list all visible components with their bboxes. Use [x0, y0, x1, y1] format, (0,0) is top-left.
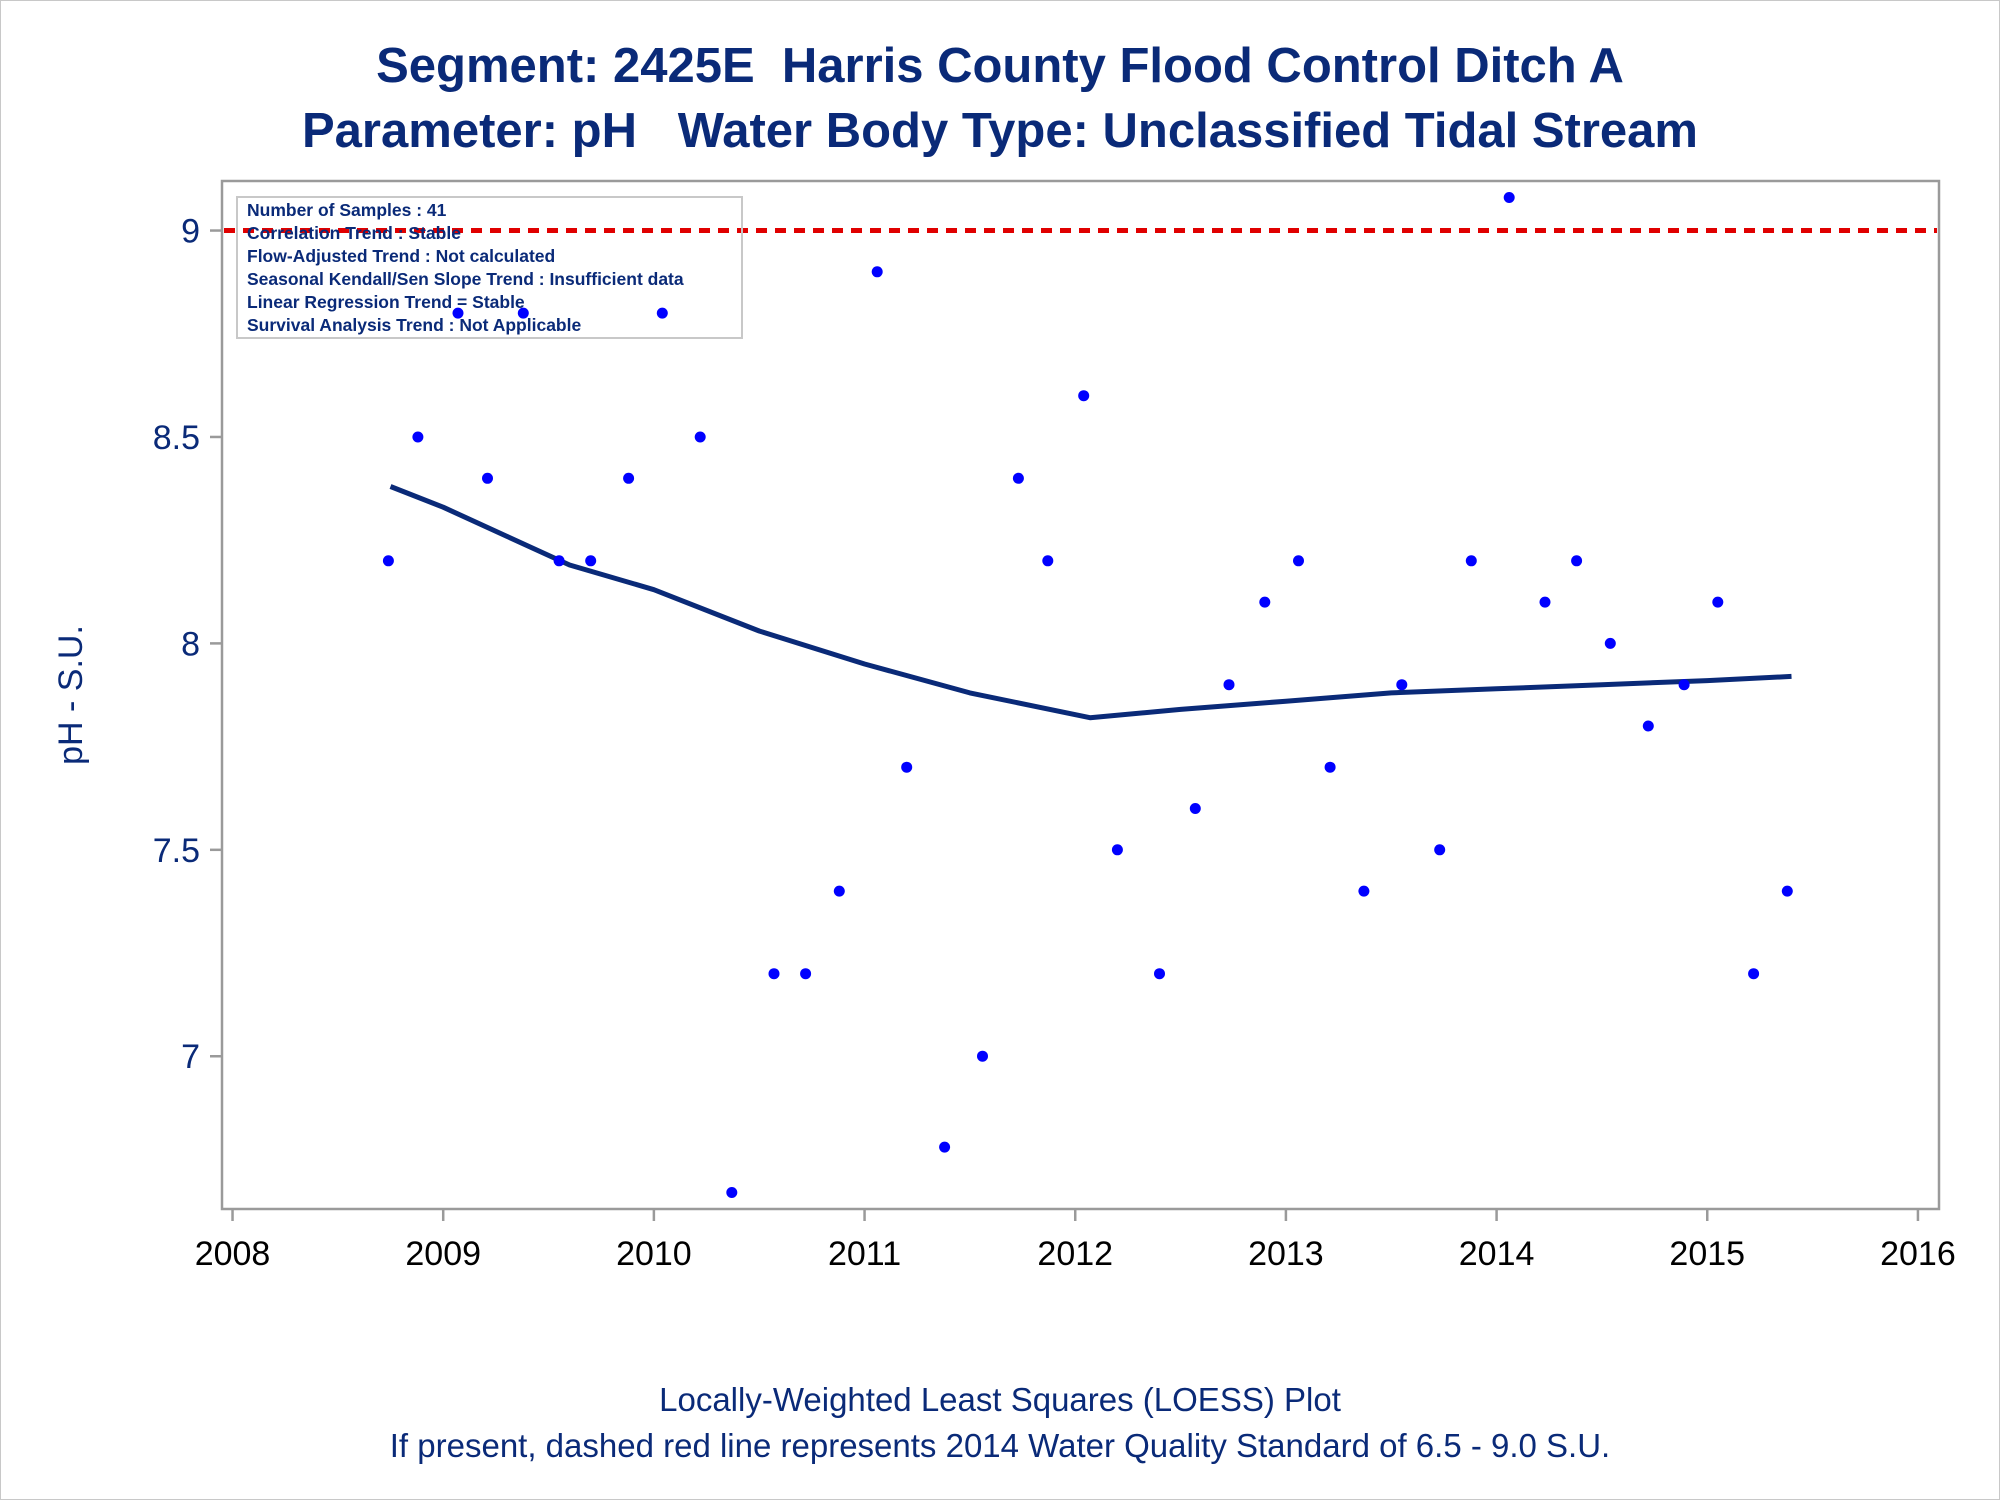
data-points: [382, 192, 1793, 1198]
data-point: [901, 761, 913, 773]
plot-area: [220, 179, 1941, 1211]
info-line: Survival Analysis Trend : Not Applicable: [247, 315, 581, 335]
x-tick-label: 2016: [1880, 1235, 1956, 1273]
data-point: [623, 472, 635, 484]
data-point: [1078, 390, 1090, 402]
data-point: [1712, 596, 1724, 608]
data-point: [694, 431, 706, 443]
footnote-line-2: If present, dashed red line represents 2…: [389, 1427, 1611, 1464]
data-point: [1434, 844, 1446, 856]
y-axis-label: pH - S.U.: [52, 625, 90, 765]
data-point: [977, 1050, 988, 1062]
data-point: [1604, 637, 1616, 649]
data-point: [382, 555, 394, 567]
x-tick-label: 2014: [1459, 1235, 1535, 1273]
loess-line: [389, 484, 1792, 721]
data-point: [1781, 885, 1793, 897]
x-tick-label: 2008: [195, 1235, 271, 1273]
info-box-border: [236, 196, 743, 339]
y-tick-label: 8.5: [153, 419, 200, 457]
data-point: [482, 472, 493, 484]
chart-title: Segment: 2425E Harris County Flood Contr…: [376, 39, 1624, 93]
data-point: [1571, 555, 1583, 567]
data-point: [1324, 761, 1336, 773]
data-point: [1012, 472, 1024, 484]
info-line: Number of Samples : 41: [247, 200, 447, 220]
data-point: [1748, 968, 1760, 980]
data-point: [1154, 968, 1165, 980]
data-point: [1111, 844, 1123, 856]
x-tick-label: 2015: [1669, 1235, 1745, 1273]
y-tick-label: 7: [181, 1038, 200, 1076]
y-tick-label: 8: [181, 625, 200, 663]
data-point: [939, 1141, 951, 1153]
data-point: [656, 307, 668, 319]
chart-subtitle: Parameter: pH Water Body Type: Unclassif…: [302, 104, 1698, 158]
data-point: [1293, 555, 1304, 567]
data-point: [585, 555, 597, 567]
info-line: Seasonal Kendall/Sen Slope Trend : Insuf…: [247, 269, 684, 289]
data-point: [726, 1187, 738, 1198]
data-point: [1642, 720, 1654, 732]
info-line: Linear Regression Trend = Stable: [247, 292, 525, 312]
x-tick-label: 2012: [1037, 1235, 1113, 1273]
data-point: [1503, 192, 1515, 203]
info-line: Correlation Trend : Stable: [247, 223, 461, 243]
y-axis: 7 7.5 8 8.5 9: [153, 213, 222, 1076]
x-tick-label: 2011: [828, 1235, 901, 1273]
y-tick-label: 9: [181, 213, 200, 251]
data-point: [1358, 885, 1370, 897]
data-point: [833, 885, 845, 897]
data-point: [412, 431, 424, 443]
info-line: Flow-Adjusted Trend : Not calculated: [247, 246, 555, 266]
data-point: [1465, 555, 1477, 567]
data-point: [1189, 803, 1201, 814]
x-tick-label: 2013: [1248, 1235, 1324, 1273]
data-point: [1539, 596, 1551, 608]
loess-line-group: [389, 484, 1792, 721]
y-tick-label: 7.5: [153, 832, 200, 870]
footnote-line-1: Locally-Weighted Least Squares (LOESS) P…: [659, 1381, 1341, 1418]
x-tick-label: 2009: [405, 1235, 481, 1273]
x-tick-label: 2010: [616, 1235, 692, 1273]
data-point: [800, 968, 812, 980]
data-point: [517, 307, 529, 319]
data-point: [1396, 679, 1408, 691]
data-point: [1678, 679, 1690, 691]
data-point: [553, 555, 565, 567]
data-point: [452, 307, 464, 319]
x-axis: 2008 2009 2010 2011 2012 2013 2014 2015 2016: [195, 1209, 1956, 1273]
data-point: [1259, 596, 1271, 608]
data-point: [768, 968, 780, 980]
data-point: [1042, 555, 1054, 567]
info-box: Number of Samples : 41 Correlation Trend…: [236, 196, 743, 339]
data-point: [1223, 679, 1235, 691]
data-point: [871, 266, 883, 278]
